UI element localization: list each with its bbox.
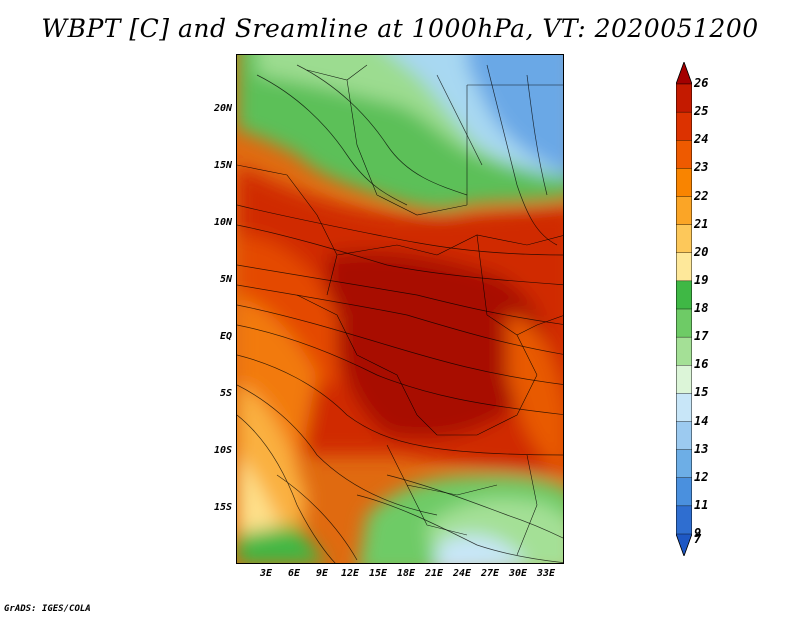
temperature-field	[237, 55, 563, 563]
lat-label-5s: 5S	[219, 388, 232, 399]
colorbar-segment	[676, 83, 692, 113]
lat-label-10s: 10S	[213, 445, 232, 456]
colorbar-label: 20	[694, 244, 709, 259]
map-title: WBPT [C] and Sreamline at 1000hPa, VT: 2…	[41, 14, 759, 43]
lon-label-15e: 15E	[368, 568, 388, 579]
lat-label-15n: 15N	[213, 160, 232, 171]
lon-label-6e: 6E	[287, 568, 301, 579]
colorbar-label: 12	[694, 469, 709, 484]
colorbar-label: 9	[694, 526, 702, 540]
colorbar-label: 13	[694, 441, 709, 456]
colorbar-segment	[676, 477, 692, 507]
lat-label-20n: 20N	[213, 103, 232, 114]
lat-label-eq: EQ	[219, 331, 232, 342]
lon-label-18e: 18E	[396, 568, 416, 579]
colorbar-label: 16	[694, 357, 709, 372]
colorbar-label: 7	[694, 532, 702, 546]
colorbar-segment	[676, 365, 692, 395]
lon-label-24e: 24E	[452, 568, 472, 579]
lon-label-12e: 12E	[340, 568, 360, 579]
colorbar-segment	[676, 449, 692, 479]
colorbar-label: 22	[694, 188, 709, 203]
colorbar-segment	[676, 336, 692, 366]
colorbar-label: 18	[694, 301, 709, 315]
map-canvas	[237, 55, 563, 563]
colorbar-segment	[676, 393, 692, 423]
colorbar-label: 15	[694, 385, 709, 400]
lon-label-27e: 27E	[480, 568, 500, 579]
colorbar-segment	[676, 111, 692, 141]
colorbar-label: 24	[694, 132, 709, 147]
wbpt-map	[236, 54, 564, 564]
colorbar-segment	[676, 308, 692, 338]
colorbar-label: 26	[694, 76, 709, 90]
country-borders	[237, 64, 563, 556]
colorbar-segment	[676, 280, 692, 310]
colorbar-segment	[676, 533, 692, 556]
lon-label-21e: 21E	[424, 568, 444, 579]
lat-label-5n: 5N	[219, 274, 232, 285]
colorbar-segment	[676, 140, 692, 170]
colorbar-label: 11	[694, 497, 709, 512]
colorbar-label: 19	[694, 272, 709, 287]
lon-label-3e: 3E	[259, 568, 273, 579]
colorbar-label: 14	[694, 413, 709, 428]
streamlines	[237, 64, 563, 563]
colorbar-segment	[676, 252, 692, 282]
colorbar-segment	[676, 421, 692, 451]
colorbar-label: 21	[694, 216, 709, 231]
colorbar	[676, 62, 692, 556]
colorbar-label: 23	[694, 160, 709, 175]
lat-label-15s: 15S	[213, 502, 232, 513]
lon-label-30e: 30E	[508, 568, 528, 579]
credit-text: GrADS: IGES/COLA	[4, 604, 91, 614]
colorbar-label: 25	[694, 104, 709, 119]
lat-label-10n: 10N	[213, 217, 232, 228]
colorbar-segment	[676, 168, 692, 198]
colorbar-segment	[676, 505, 692, 535]
lon-label-33e: 33E	[536, 568, 556, 579]
colorbar-segment	[676, 62, 692, 85]
colorbar-segment	[676, 196, 692, 226]
lon-label-9e: 9E	[315, 568, 329, 579]
colorbar-label: 17	[694, 329, 709, 344]
colorbar-segment	[676, 224, 692, 254]
